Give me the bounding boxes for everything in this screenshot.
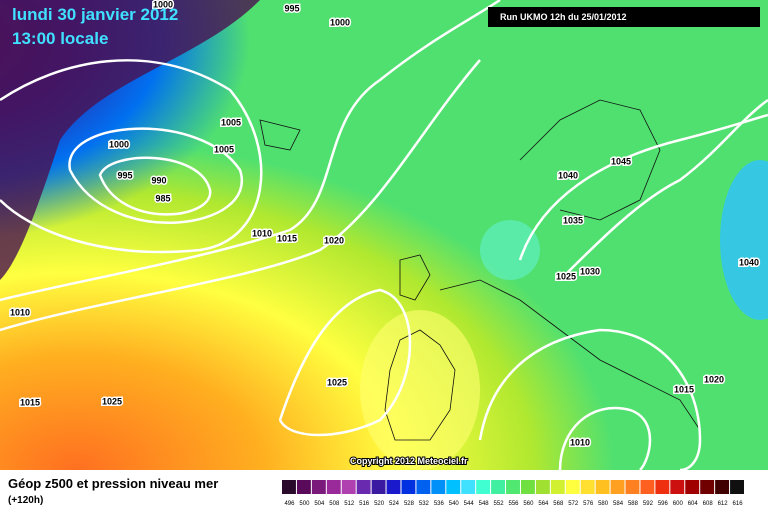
isobar-label: 1045: [611, 156, 631, 166]
scale-cell: [520, 480, 535, 494]
scale-cell: [282, 480, 296, 494]
isobars: [0, 0, 768, 437]
scale-label: 612: [718, 501, 729, 507]
scale-cell: [491, 480, 506, 494]
scale-label: 576: [583, 501, 594, 507]
isobar-label: 1000: [330, 17, 350, 27]
isobar-label: 1010: [10, 307, 30, 317]
scale-label: 512: [344, 501, 355, 507]
scale-label: 536: [434, 501, 445, 507]
scale-cell: [670, 480, 685, 494]
isobar-label: 1025: [102, 396, 122, 406]
time-title: 13:00 locale: [12, 29, 108, 48]
scale-cell: [730, 480, 744, 494]
scale-cell: [610, 480, 625, 494]
scale-cell: [565, 480, 580, 494]
scale-label: 516: [359, 501, 370, 507]
scale-label: 564: [538, 501, 549, 507]
isobar-label: 1030: [580, 266, 600, 276]
isobar-label: 995: [284, 3, 299, 13]
scale-cell: [476, 480, 491, 494]
scale-cell: [356, 480, 371, 494]
scale-cell: [341, 480, 356, 494]
scale-cell: [506, 480, 520, 494]
isobar-label: 1025: [556, 271, 576, 281]
legend-title: Géop z500 et pression niveau mer: [8, 476, 218, 491]
scale-label: 548: [479, 501, 490, 507]
scale-cell: [685, 480, 700, 494]
isobar-label: 1015: [20, 397, 40, 407]
scale-cell: [401, 480, 416, 494]
scale-label: 560: [523, 501, 534, 507]
run-box: [488, 7, 760, 27]
scale-label: 496: [284, 501, 295, 507]
lead-time: (+120h): [8, 495, 43, 506]
scale-cell: [580, 480, 595, 494]
scale-label: 568: [553, 501, 564, 507]
coastlines: [259, 99, 701, 441]
isobar-label: 1000: [153, 0, 173, 9]
scale-cell: [715, 480, 730, 494]
scale-cell: [655, 480, 670, 494]
isobar-label: 1005: [221, 117, 241, 127]
scale-label: 504: [314, 501, 325, 507]
isobar-label: 990: [151, 175, 166, 185]
isobar-labels: 1000 995 1000 1005 1005 1000 995 990 985 1010 1015…: [8, 0, 760, 449]
date-title: lundi 30 janvier 2012: [12, 5, 178, 24]
scale-label: 608: [703, 501, 714, 507]
scale-label: 592: [643, 501, 654, 507]
scale-label: 540: [449, 501, 460, 507]
scale-label: 508: [329, 501, 340, 507]
scale-label: 588: [628, 501, 639, 507]
scale-cell: [416, 480, 431, 494]
scale-label: 584: [613, 501, 624, 507]
scale-label: 572: [568, 501, 579, 507]
isobar-label: 1035: [563, 215, 583, 225]
scale-cell: [446, 480, 461, 494]
isobar-label: 995: [117, 170, 132, 180]
isobar-label: 1020: [704, 374, 724, 384]
scale-cell: [700, 480, 715, 494]
scale-cell: [640, 480, 655, 494]
run-label: Run UKMO 12h du 25/01/2012: [500, 12, 627, 22]
copyright: Copyright 2012 Meteociel.fr: [350, 456, 468, 466]
scale-cell: [550, 480, 565, 494]
scale-label: 600: [673, 501, 684, 507]
scale-cell: [296, 480, 311, 494]
scale-cell: [311, 480, 326, 494]
scale-label: 596: [658, 501, 669, 507]
scale-cell: [386, 480, 401, 494]
isobar-label: 1020: [324, 235, 344, 245]
scale-cell: [535, 480, 550, 494]
isobar-label: 1015: [277, 233, 297, 243]
isobar-label: 1015: [674, 384, 694, 394]
scale-cell: [461, 480, 476, 494]
scale-label: 528: [404, 501, 415, 507]
scale-label: 580: [598, 501, 609, 507]
scale-label: 532: [419, 501, 430, 507]
scale-cell: [431, 480, 446, 494]
scale-label: 544: [464, 501, 475, 507]
scale-cell: [371, 480, 386, 494]
isobar-label: 1010: [570, 437, 590, 447]
scale-label: 556: [508, 501, 519, 507]
color-scale: 496 500 504 508 512 516 520 524 528 532 536 540 544 5…: [282, 480, 744, 507]
scale-label: 616: [733, 501, 744, 507]
scale-label: 520: [374, 501, 385, 507]
isobar-label: 1010: [252, 228, 272, 238]
isobar-label: 1005: [214, 144, 234, 154]
isobar-label: 1000: [109, 139, 129, 149]
scale-cell: [326, 480, 341, 494]
isobar-label: 1040: [739, 257, 759, 267]
scale-label: 552: [494, 501, 505, 507]
scale-label: 604: [688, 501, 699, 507]
scale-label: 524: [389, 501, 400, 507]
scale-label: 500: [299, 501, 310, 507]
isobar-label: 985: [155, 193, 170, 203]
scale-cell: [625, 480, 640, 494]
isobar-label: 1040: [558, 170, 578, 180]
scale-cell: [595, 480, 610, 494]
isobar-label: 1025: [327, 377, 347, 387]
